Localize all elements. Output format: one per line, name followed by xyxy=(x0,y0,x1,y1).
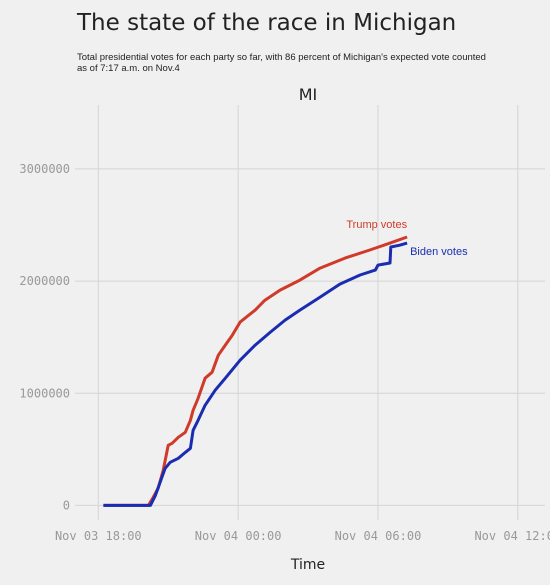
x-axis-label: Time xyxy=(290,557,325,573)
panel-title: MI xyxy=(299,85,318,104)
chart-title: The state of the race in Michigan xyxy=(76,10,456,36)
y-tick-label: 0 xyxy=(63,498,70,512)
x-tick-label: Nov 04 06:00 xyxy=(335,529,422,543)
x-tick-label: Nov 03 18:00 xyxy=(55,529,142,543)
y-tick-label: 3000000 xyxy=(19,162,70,176)
series-label: Trump votes xyxy=(346,219,407,231)
x-tick-label: Nov 04 00:00 xyxy=(195,529,282,543)
y-tick-label: 2000000 xyxy=(19,274,70,288)
subtitle-box: Total presidential votes for each party … xyxy=(77,52,486,74)
series-label: Biden votes xyxy=(410,246,468,258)
y-tick-label: 1000000 xyxy=(19,386,70,400)
series-line xyxy=(103,241,408,507)
x-tick-label: Nov 04 12:00 xyxy=(474,529,550,543)
chart-subtitle: Total presidential votes for each party … xyxy=(77,52,486,74)
series-line xyxy=(103,235,408,507)
